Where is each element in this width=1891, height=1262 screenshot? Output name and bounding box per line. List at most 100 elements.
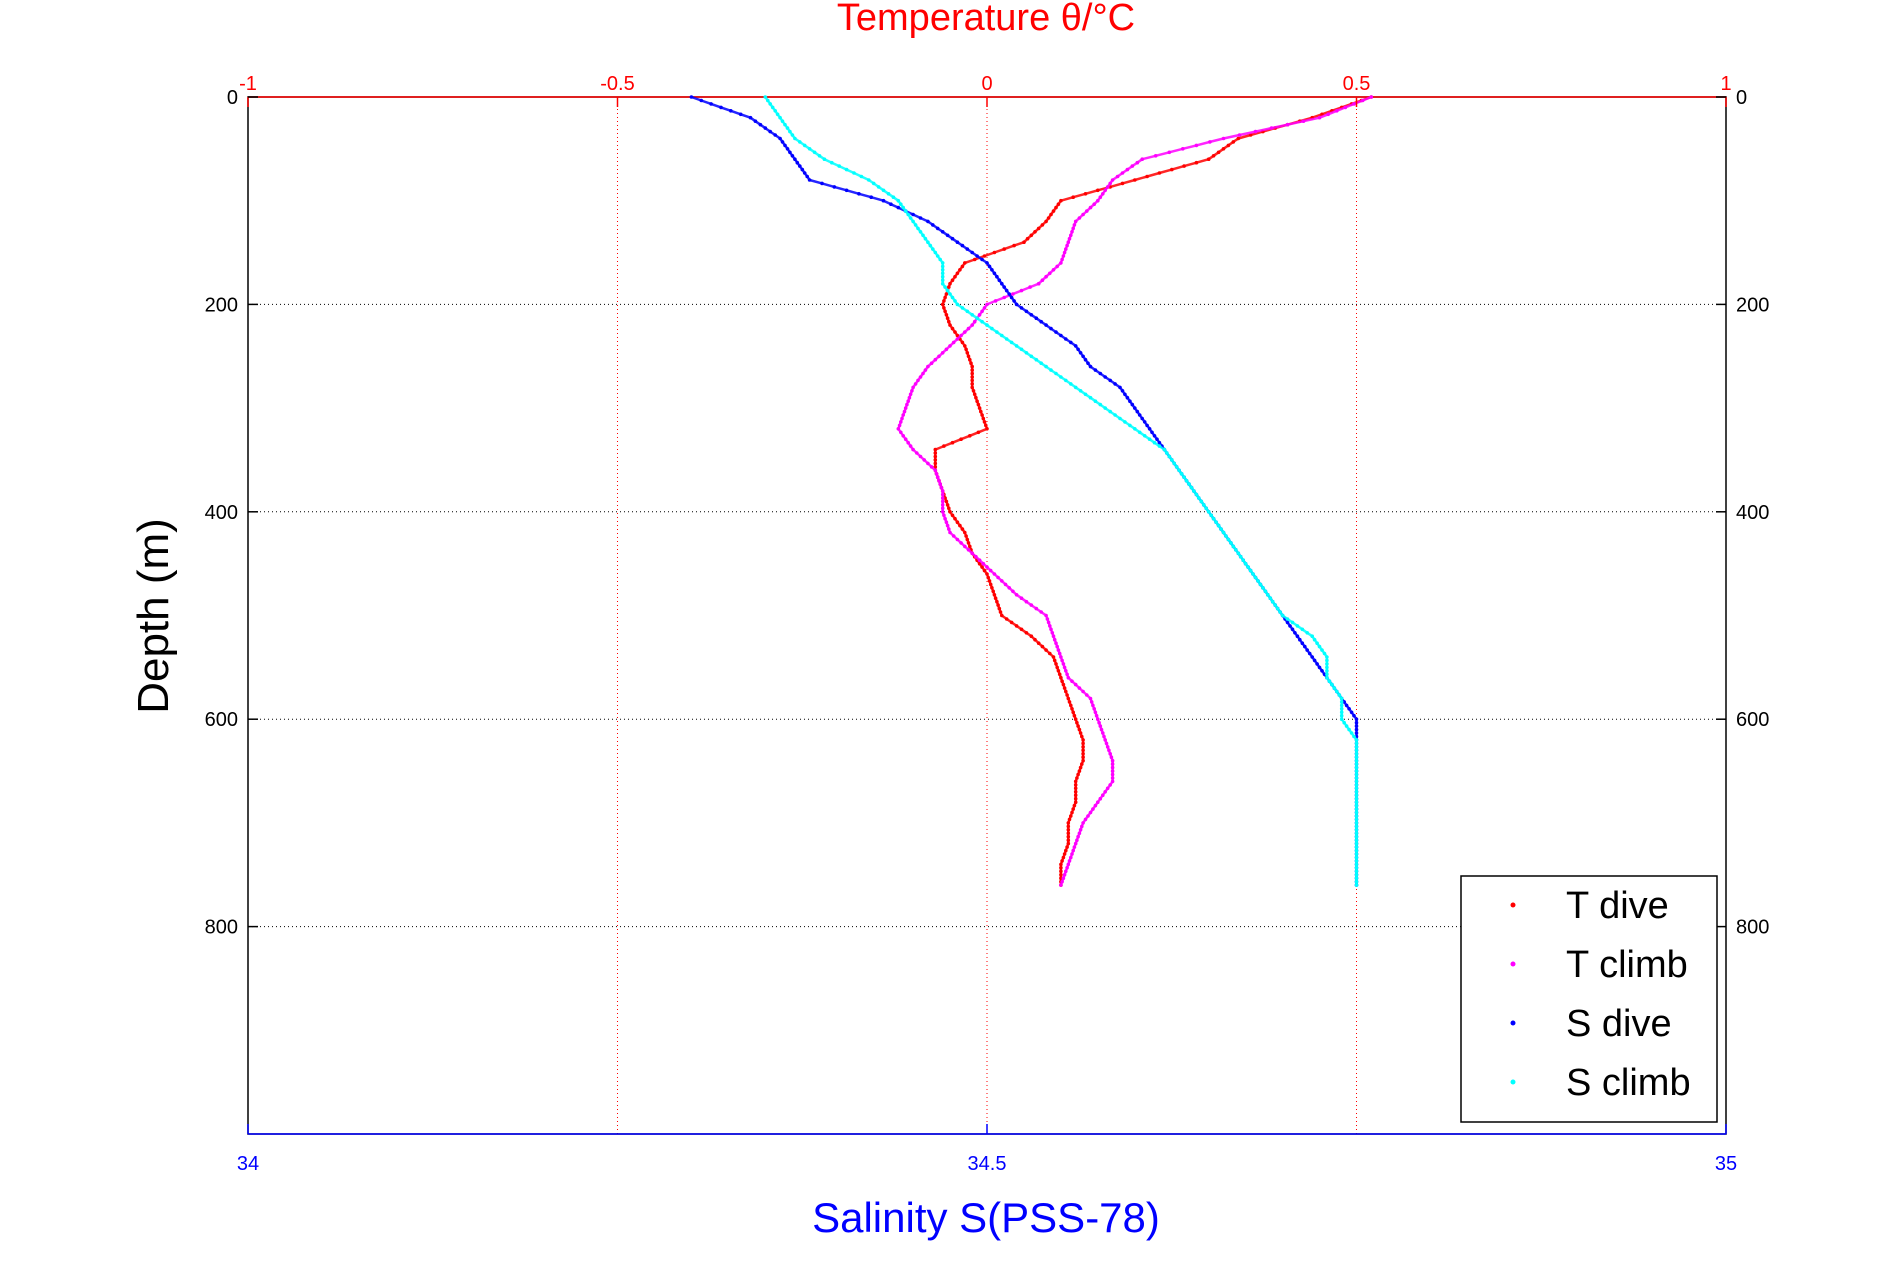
data-point <box>995 330 999 334</box>
data-point <box>1067 700 1072 704</box>
data-point <box>918 230 923 234</box>
legend-marker <box>1510 1020 1516 1026</box>
bottom-axis-ticks: 34 34.5 35 <box>237 1124 1737 1175</box>
data-point <box>1059 883 1063 887</box>
data-point <box>1073 786 1078 791</box>
data-point <box>1066 841 1071 846</box>
data-point <box>1102 734 1106 739</box>
data-point <box>1081 212 1085 217</box>
data-point <box>1110 178 1115 182</box>
data-point <box>964 534 968 538</box>
data-point <box>963 261 967 265</box>
data-point <box>793 157 797 161</box>
data-point <box>1029 354 1034 359</box>
data-point <box>1147 427 1152 431</box>
data-point <box>940 278 945 283</box>
data-point <box>1342 700 1346 704</box>
data-point <box>1066 838 1071 842</box>
data-point <box>1091 703 1095 708</box>
data-point <box>1034 606 1039 611</box>
data-point <box>944 347 949 352</box>
data-point <box>1054 371 1058 376</box>
data-point <box>1066 240 1071 244</box>
data-point <box>1011 589 1015 594</box>
data-point <box>1315 662 1319 666</box>
data-point <box>1354 796 1359 801</box>
data-point <box>1061 855 1066 860</box>
data-point <box>1118 416 1122 421</box>
legend-marker <box>1510 902 1516 908</box>
data-point <box>1081 755 1085 759</box>
data-point <box>906 440 910 445</box>
data-point <box>1211 516 1216 521</box>
data-point <box>1108 181 1112 186</box>
data-point <box>958 523 962 528</box>
data-point <box>1339 713 1344 718</box>
data-point <box>1007 586 1011 590</box>
data-point <box>940 302 945 307</box>
data-point <box>1354 762 1359 766</box>
data-point <box>1097 720 1101 725</box>
data-point <box>940 351 945 355</box>
data-point <box>943 516 947 521</box>
data-point <box>950 440 955 445</box>
data-point <box>822 157 827 161</box>
data-point <box>1098 796 1103 801</box>
data-point <box>1113 382 1117 386</box>
data-point <box>1044 219 1048 224</box>
data-point <box>1078 731 1083 735</box>
data-point <box>922 458 926 462</box>
data-point <box>896 198 901 203</box>
top-tick-label: 0 <box>981 73 992 95</box>
data-point <box>1062 250 1067 255</box>
data-point <box>990 268 994 272</box>
data-point <box>1060 658 1064 663</box>
data-point <box>1300 641 1305 645</box>
data-point <box>945 316 950 321</box>
data-point <box>1354 758 1359 763</box>
data-point <box>1055 264 1059 269</box>
data-point <box>1081 689 1085 694</box>
data-point <box>1125 167 1130 172</box>
data-point <box>966 326 971 331</box>
data-point <box>1048 624 1052 628</box>
data-point <box>1268 596 1273 600</box>
data-point <box>1339 717 1344 721</box>
data-point <box>972 257 977 262</box>
data-point <box>817 154 822 158</box>
data-point <box>965 247 970 251</box>
data-point <box>1241 558 1245 562</box>
top-tick-label: 1 <box>1720 73 1731 95</box>
data-point <box>953 299 957 303</box>
data-point <box>1081 741 1085 746</box>
data-point <box>876 185 881 189</box>
data-point <box>1300 627 1305 632</box>
data-point <box>1298 637 1302 642</box>
data-point <box>778 136 782 141</box>
data-point <box>1165 451 1169 455</box>
data-point <box>1000 281 1004 286</box>
series-t-climb <box>896 95 1374 887</box>
data-point <box>1231 544 1236 549</box>
data-point <box>1080 824 1084 829</box>
data-point <box>923 368 928 372</box>
data-point <box>1104 741 1109 746</box>
data-point <box>1081 821 1085 825</box>
data-point <box>993 596 998 600</box>
data-point <box>1066 821 1071 825</box>
data-point <box>911 212 915 217</box>
data-point <box>802 171 807 175</box>
data-point <box>1354 776 1359 780</box>
data-point <box>1077 769 1082 773</box>
data-point <box>1028 285 1032 289</box>
data-point <box>1064 669 1068 673</box>
data-point <box>1354 738 1359 742</box>
data-point <box>940 499 945 504</box>
data-point <box>1073 800 1078 804</box>
data-point <box>1157 444 1162 448</box>
data-point <box>1088 205 1093 210</box>
data-point <box>965 351 970 355</box>
data-point <box>969 361 973 366</box>
data-point <box>931 247 935 251</box>
data-point <box>1025 236 1030 241</box>
